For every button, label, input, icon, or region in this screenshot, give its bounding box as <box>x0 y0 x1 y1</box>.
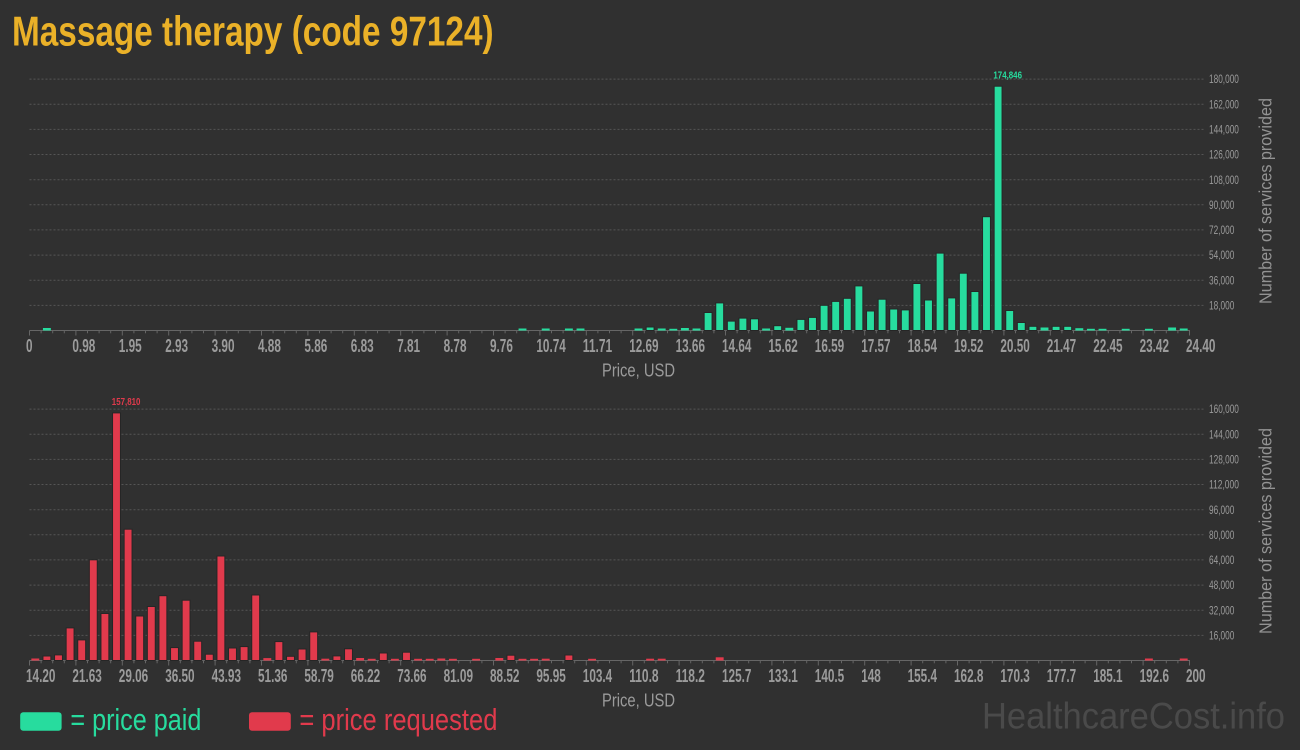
svg-text:32,000: 32,000 <box>1209 605 1234 617</box>
svg-text:36,000: 36,000 <box>1209 275 1234 287</box>
svg-text:88.52: 88.52 <box>490 666 519 686</box>
svg-text:160,000: 160,000 <box>1209 404 1239 416</box>
svg-text:18.54: 18.54 <box>908 336 937 356</box>
svg-text:125.7: 125.7 <box>722 666 751 686</box>
svg-text:12.69: 12.69 <box>629 336 658 356</box>
svg-text:174,846: 174,846 <box>993 70 1022 82</box>
svg-text:126,000: 126,000 <box>1209 150 1239 162</box>
svg-text:0.98: 0.98 <box>72 336 95 356</box>
svg-text:118.2: 118.2 <box>676 666 705 686</box>
svg-text:180,000: 180,000 <box>1209 74 1239 86</box>
svg-text:170.3: 170.3 <box>1000 666 1029 686</box>
svg-text:58.79: 58.79 <box>304 666 333 686</box>
svg-text:2.93: 2.93 <box>165 336 188 356</box>
svg-text:48,000: 48,000 <box>1209 580 1234 592</box>
svg-text:144,000: 144,000 <box>1209 429 1239 441</box>
svg-text:8.78: 8.78 <box>444 336 467 356</box>
svg-text:157,810: 157,810 <box>112 396 141 408</box>
svg-text:15.62: 15.62 <box>768 336 797 356</box>
svg-text:16.59: 16.59 <box>815 336 844 356</box>
svg-text:10.74: 10.74 <box>536 336 565 356</box>
svg-text:112,000: 112,000 <box>1209 480 1239 492</box>
svg-text:43.93: 43.93 <box>212 666 241 686</box>
svg-text:Price, USD: Price, USD <box>602 359 675 380</box>
svg-text:14.64: 14.64 <box>722 336 751 356</box>
svg-text:13.66: 13.66 <box>676 336 705 356</box>
svg-text:110.8: 110.8 <box>629 666 658 686</box>
svg-text:1.95: 1.95 <box>119 336 142 356</box>
svg-text:21.63: 21.63 <box>72 666 101 686</box>
svg-text:Number of services provided: Number of services provided <box>1256 98 1276 304</box>
svg-text:5.86: 5.86 <box>304 336 327 356</box>
svg-text:16,000: 16,000 <box>1209 631 1234 643</box>
svg-text:6.83: 6.83 <box>351 336 374 356</box>
svg-text:144,000: 144,000 <box>1209 125 1239 137</box>
svg-text:148: 148 <box>861 666 881 686</box>
svg-text:23.42: 23.42 <box>1140 336 1169 356</box>
svg-text:162.8: 162.8 <box>954 666 983 686</box>
svg-text:162,000: 162,000 <box>1209 99 1239 111</box>
svg-text:21.47: 21.47 <box>1047 336 1076 356</box>
svg-text:17.57: 17.57 <box>861 336 890 356</box>
svg-text:81.09: 81.09 <box>444 666 473 686</box>
svg-text:108,000: 108,000 <box>1209 175 1239 187</box>
svg-text:128,000: 128,000 <box>1209 455 1239 467</box>
svg-text:9.76: 9.76 <box>490 336 513 356</box>
svg-text:66.22: 66.22 <box>351 666 380 686</box>
svg-text:= price requested: = price requested <box>299 702 497 737</box>
svg-text:20.50: 20.50 <box>1000 336 1029 356</box>
svg-text:HealthcareCost.info: HealthcareCost.info <box>982 696 1285 737</box>
svg-text:103.4: 103.4 <box>583 666 612 686</box>
svg-text:19.52: 19.52 <box>954 336 983 356</box>
svg-text:185.1: 185.1 <box>1093 666 1122 686</box>
svg-text:73.66: 73.66 <box>397 666 426 686</box>
svg-text:95.95: 95.95 <box>536 666 565 686</box>
svg-text:29.06: 29.06 <box>119 666 148 686</box>
svg-text:Price, USD: Price, USD <box>602 689 675 710</box>
svg-text:96,000: 96,000 <box>1209 505 1234 517</box>
svg-text:177.7: 177.7 <box>1047 666 1076 686</box>
svg-text:64,000: 64,000 <box>1209 555 1234 567</box>
svg-text:54,000: 54,000 <box>1209 250 1234 262</box>
svg-text:90,000: 90,000 <box>1209 200 1234 212</box>
svg-text:155.4: 155.4 <box>908 666 937 686</box>
svg-text:24.40: 24.40 <box>1186 336 1215 356</box>
svg-text:18,000: 18,000 <box>1209 301 1234 313</box>
svg-text:140.5: 140.5 <box>815 666 844 686</box>
svg-text:80,000: 80,000 <box>1209 530 1234 542</box>
svg-text:11.71: 11.71 <box>583 336 612 356</box>
svg-text:= price paid: = price paid <box>70 702 201 737</box>
svg-text:51.36: 51.36 <box>258 666 287 686</box>
svg-text:7.81: 7.81 <box>397 336 420 356</box>
svg-text:192.6: 192.6 <box>1140 666 1169 686</box>
svg-text:4.88: 4.88 <box>258 336 281 356</box>
svg-text:133.1: 133.1 <box>768 666 797 686</box>
svg-text:Number of services provided: Number of services provided <box>1256 428 1276 634</box>
svg-text:14.20: 14.20 <box>26 666 55 686</box>
svg-text:Massage therapy (code 97124): Massage therapy (code 97124) <box>12 7 494 54</box>
svg-text:0: 0 <box>26 336 33 356</box>
svg-text:22.45: 22.45 <box>1093 336 1122 356</box>
svg-text:200: 200 <box>1186 666 1206 686</box>
svg-text:36.50: 36.50 <box>165 666 194 686</box>
svg-text:3.90: 3.90 <box>212 336 235 356</box>
svg-text:72,000: 72,000 <box>1209 225 1234 237</box>
